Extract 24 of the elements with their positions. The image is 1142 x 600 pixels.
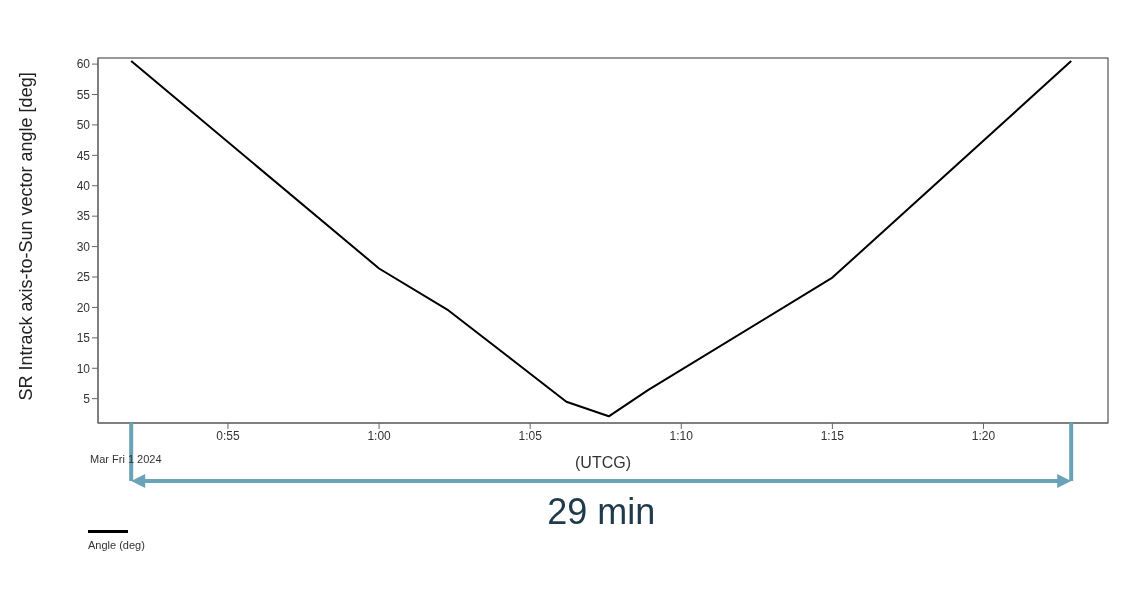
x-tick-label: 1:20 xyxy=(971,428,996,443)
x-axis-title: (UTCG) xyxy=(575,454,631,471)
x-tick-label: 1:00 xyxy=(367,428,392,443)
x-tick-label: 1:15 xyxy=(820,428,845,443)
y-tick-label: 20 xyxy=(76,300,91,315)
y-tick-label: 40 xyxy=(76,179,91,194)
line-series xyxy=(130,60,1073,418)
legend-label: Angle (deg) xyxy=(88,539,145,551)
y-tick-label: 45 xyxy=(76,148,91,163)
y-tick-label: 30 xyxy=(76,239,91,254)
x-tick-label: 1:10 xyxy=(669,428,694,443)
x-tick-label: 1:05 xyxy=(518,428,543,443)
y-tick-label: 55 xyxy=(76,87,91,102)
y-tick-label: 35 xyxy=(76,209,91,224)
y-tick-label: 5 xyxy=(83,391,91,406)
y-tick-label: 25 xyxy=(76,270,91,285)
text: Mar Fri 1 2024 xyxy=(90,453,162,465)
y-tick-label: 10 xyxy=(76,361,91,376)
y-axis-title: SR Intrack axis-to-Sun vector angle [deg] xyxy=(16,72,37,401)
y-tick-label: 15 xyxy=(76,331,91,346)
y-tick-label: 60 xyxy=(76,57,91,72)
x-tick-label: 0:55 xyxy=(216,428,240,443)
y-tick-label: 50 xyxy=(76,118,91,133)
text: 29 min xyxy=(546,491,657,533)
